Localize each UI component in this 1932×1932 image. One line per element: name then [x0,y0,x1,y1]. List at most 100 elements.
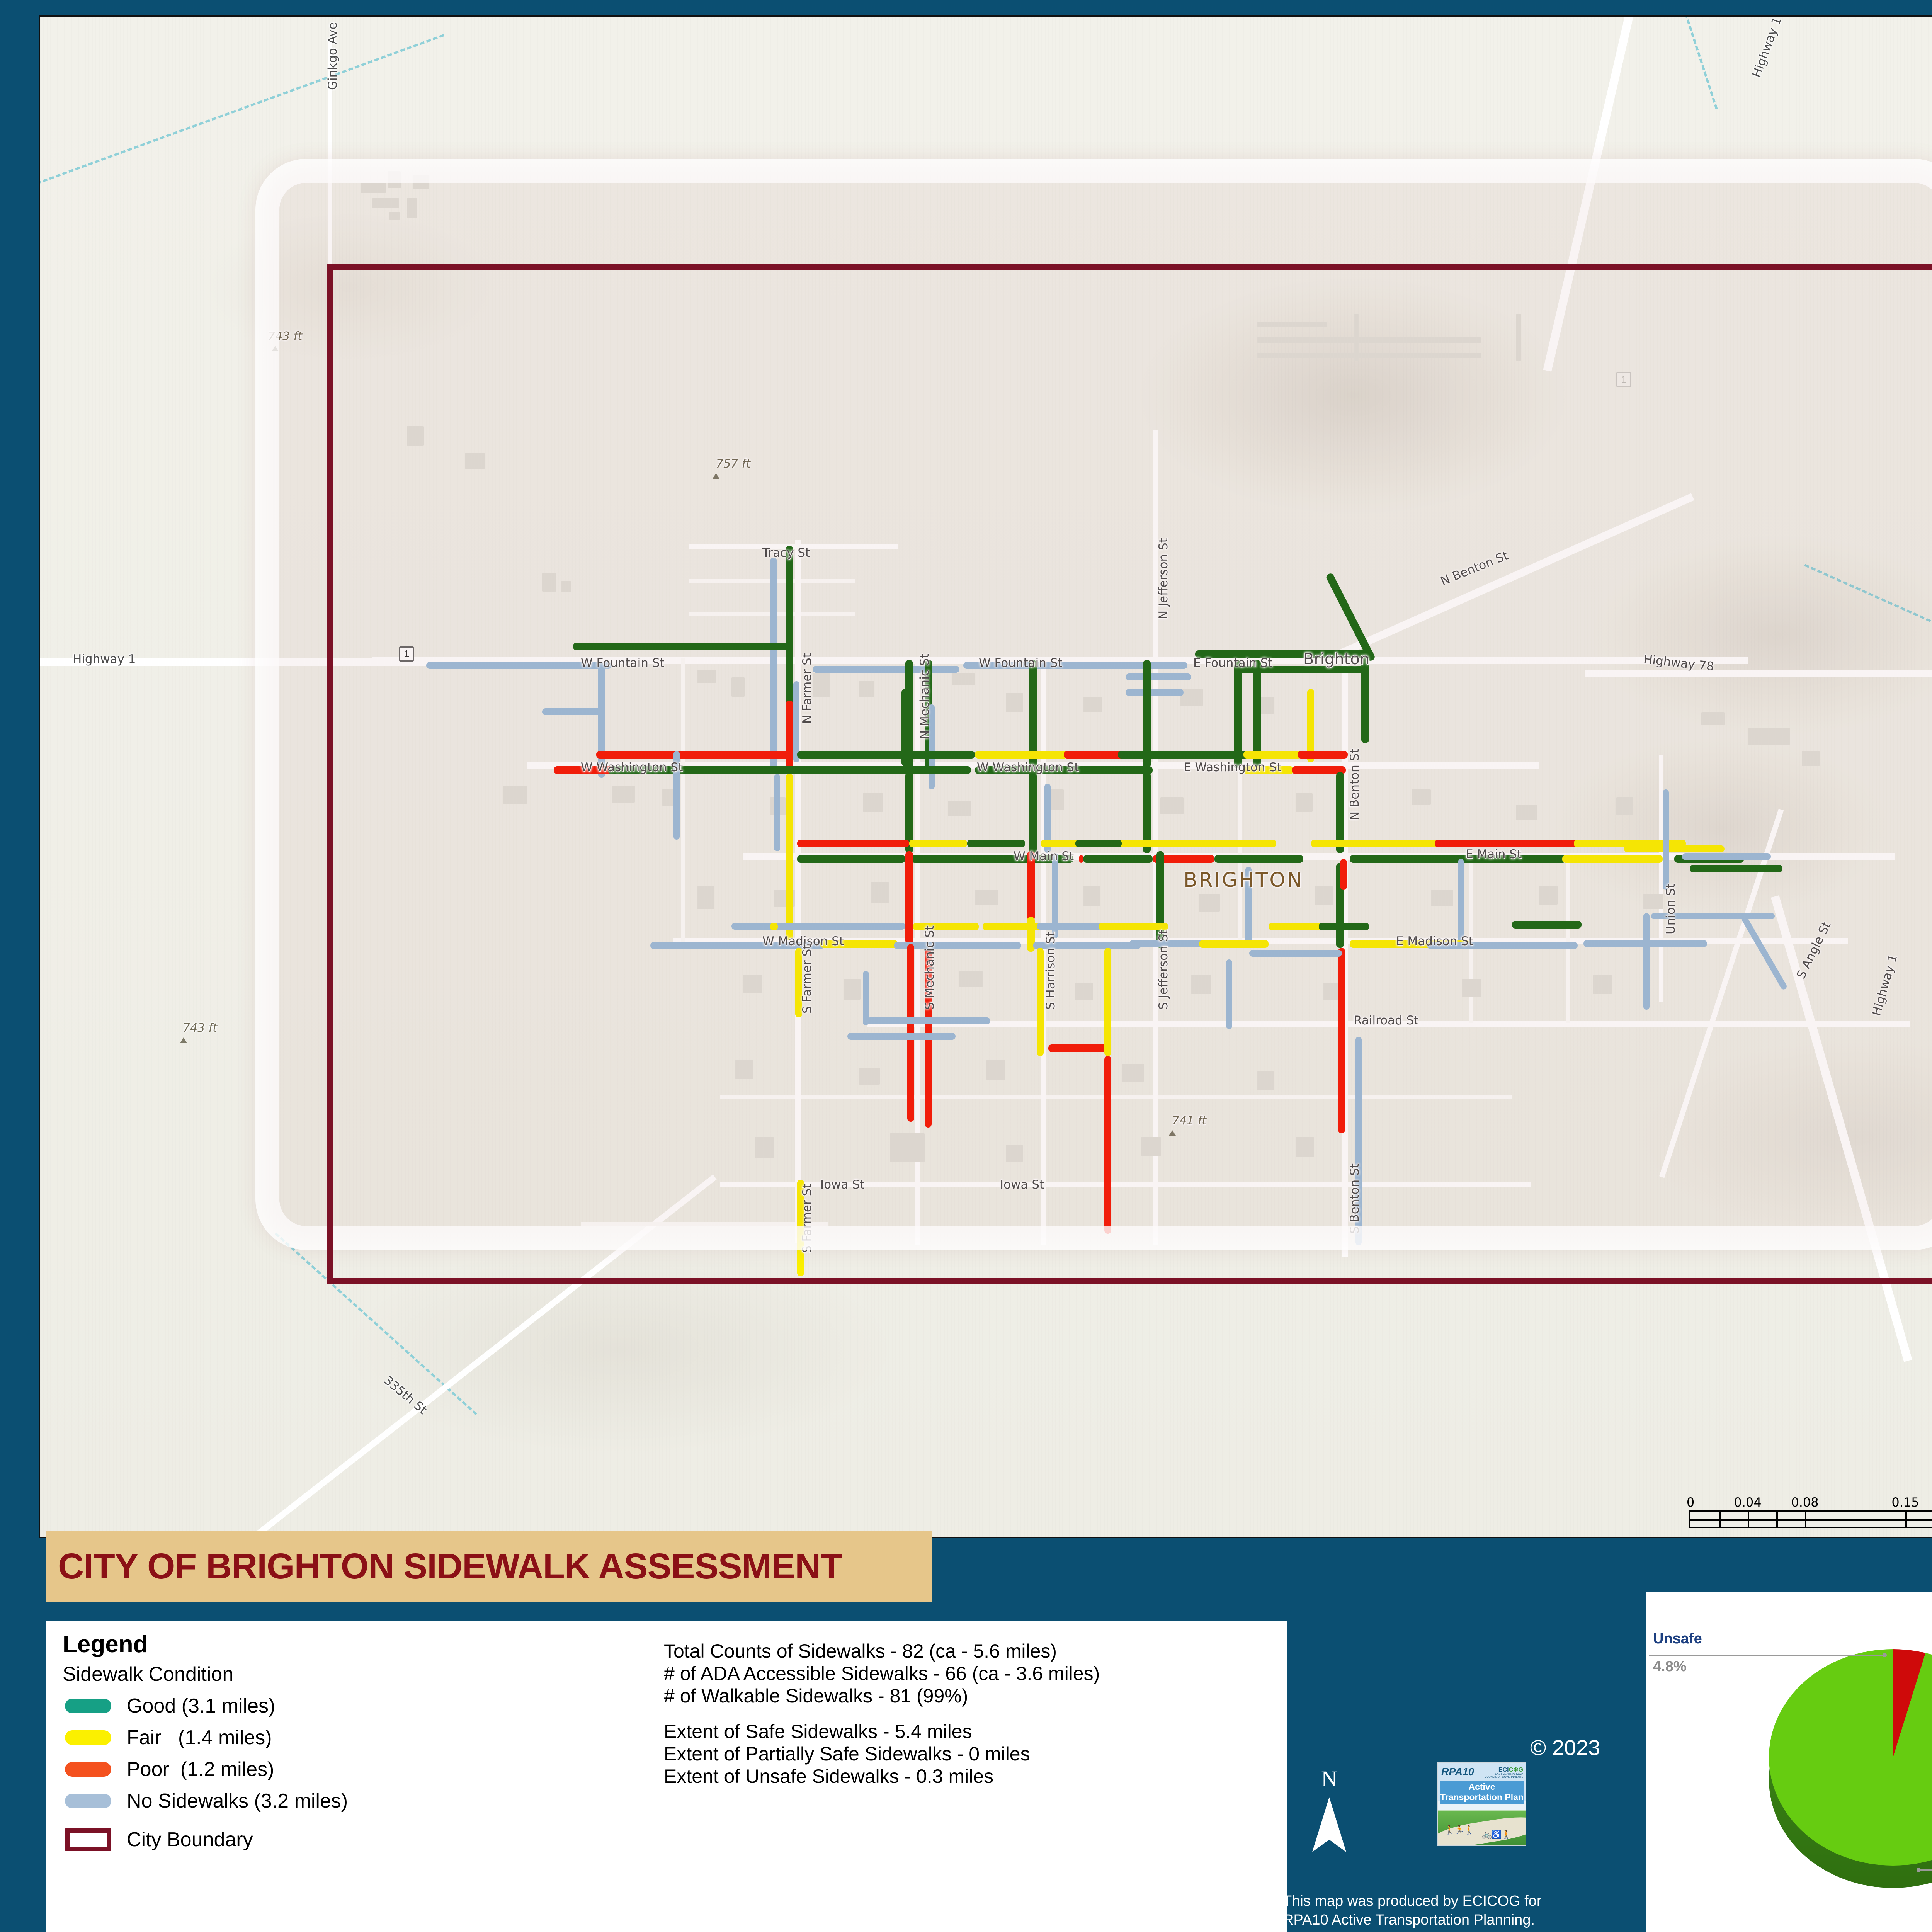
sidewalk-segment[interactable] [867,1017,990,1024]
sidewalk-segment[interactable] [1126,673,1191,680]
sidewalk-segment[interactable] [975,751,1068,759]
sidewalk-segment[interactable] [1512,921,1582,929]
sidewalk-segment[interactable] [795,948,802,1017]
map-canvas[interactable]: Ginkgo Ave Highway 1 Highway 1 Highway 1… [39,15,1932,1538]
sidewalk-segment[interactable] [1624,845,1725,852]
legend-item-good[interactable]: Good (3.1 miles) [63,1694,642,1718]
pie-chart[interactable] [1769,1649,1932,1900]
sidewalk-segment[interactable] [1052,853,1058,938]
sidewalk-segment[interactable] [1361,658,1369,743]
sidewalk-segment[interactable] [1143,772,1151,853]
street-label-e-fountain-st: E Fountain St [1193,656,1273,670]
sidewalk-segment[interactable] [1226,959,1232,1029]
sidewalk-segment[interactable] [1350,855,1566,863]
sidewalk-segment[interactable] [1427,942,1578,949]
sidewalk-segment[interactable] [573,643,789,650]
sidewalk-segment[interactable] [909,840,967,847]
sidewalk-segment[interactable] [894,942,1021,949]
sidewalk-segment[interactable] [673,751,680,840]
sidewalk-segment[interactable] [1234,660,1242,768]
sidewalk-segment[interactable] [820,940,898,948]
sidewalk-segment[interactable] [1269,923,1330,930]
sidewalk-segment[interactable] [797,840,909,847]
sidewalk-segment[interactable] [1143,660,1151,768]
sidewalk-segment[interactable] [1307,689,1314,762]
sidewalk-segment[interactable] [598,662,605,778]
sidewalk-segment[interactable] [983,923,1044,930]
sidewalk-segment[interactable] [786,774,793,855]
sidewalk-segment[interactable] [1195,650,1373,658]
sidewalk-segment[interactable] [1079,855,1083,863]
legend-item-city-boundary[interactable]: City Boundary [63,1828,642,1851]
sidewalk-segment[interactable] [1075,840,1122,847]
sidewalk-segment[interactable] [1338,948,1345,1133]
sidewalk-segment[interactable] [1292,766,1346,774]
sidewalk-segment[interactable] [1562,855,1663,863]
sidewalk-segment[interactable] [770,558,777,774]
sidewalk-segment[interactable] [1238,666,1369,673]
sidewalk-segment[interactable] [797,1180,804,1276]
sidewalk-segment[interactable] [913,923,979,930]
sidewalk-segment[interactable] [596,751,789,759]
sidewalk-segment[interactable] [786,619,793,685]
sidewalk-segment[interactable] [426,662,612,669]
sidewalk-segment[interactable] [901,689,909,766]
sidewalk-segment[interactable] [1029,772,1037,853]
sidewalk-segment[interactable] [813,666,959,673]
sidewalk-segment[interactable] [963,662,1187,669]
sidewalk-segment[interactable] [1037,948,1044,1056]
sidewalk-segment[interactable] [1199,940,1269,948]
sidewalk-segment[interactable] [1245,867,1252,944]
sidewalk-segment[interactable] [1690,865,1782,872]
sidewalk-segment[interactable] [542,708,604,715]
sidewalk-segment[interactable] [608,766,971,774]
sidewalk-segment[interactable] [1048,1044,1110,1052]
sidewalk-segment[interactable] [1355,1037,1362,1245]
legend-item-fair[interactable]: Fair (1.4 miles) [63,1726,642,1749]
sidewalk-segment[interactable] [1643,913,1650,1010]
sidewalk-segment[interactable] [770,923,778,930]
sidewalk-segment[interactable] [1336,772,1344,853]
sidewalk-segment[interactable] [1145,840,1276,847]
sidewalk-segment[interactable] [1214,855,1303,863]
sidewalk-segment[interactable] [1663,789,1669,890]
sidewalk-segment[interactable] [1682,853,1771,860]
sidewalk-segment[interactable] [863,971,869,1025]
sidewalk-segment[interactable] [1298,751,1348,759]
sidewalk-segment[interactable] [905,851,913,944]
sidewalk-segment[interactable] [1249,950,1342,957]
sidewalk-segment[interactable] [967,840,1025,847]
sidewalk-segment[interactable] [1037,923,1102,930]
legend-item-poor[interactable]: Poor (1.2 miles) [63,1758,642,1781]
sidewalk-segment[interactable] [1253,660,1261,768]
sidewalk-segment[interactable] [797,751,975,759]
sidewalk-segment[interactable] [793,681,799,762]
sidewalk-segment[interactable] [1243,766,1294,774]
sidewalk-segment[interactable] [1126,689,1184,696]
sidewalk-segment[interactable] [975,766,1153,774]
sidewalk-segment[interactable] [1029,660,1037,768]
sidewalk-segment[interactable] [1033,942,1141,949]
legend-item-no-sidewalks[interactable]: No Sidewalks (3.2 miles) [63,1789,642,1813]
street-label-railroad-st: Railroad St [1354,1014,1419,1027]
sidewalk-segment[interactable] [1027,851,1035,921]
sidewalk-segment[interactable] [650,942,824,949]
sidewalk-segment[interactable] [1153,855,1214,863]
sidewalk-segment[interactable] [1243,751,1301,759]
sidewalk-segment[interactable] [797,855,905,863]
sidewalk-segment[interactable] [1104,948,1111,1056]
street-label-e-madison-st: E Madison St [1396,934,1473,948]
sidewalk-segment[interactable] [1458,859,1464,944]
sidewalk-segment[interactable] [1044,784,1051,853]
sidewalk-segment[interactable] [1340,859,1347,890]
sidewalk-segment[interactable] [1118,751,1249,759]
attribution-line-1: This map was produced by ECICOG for [1283,1893,1542,1909]
sidewalk-segment[interactable] [1435,840,1578,847]
sidewalk-segment[interactable] [774,774,780,851]
sidewalk-segment[interactable] [905,772,913,853]
sidewalk-segment[interactable] [847,1033,956,1040]
sidewalk-segment[interactable] [1099,923,1168,930]
sidewalk-segment[interactable] [1319,923,1369,930]
sidewalk-segment[interactable] [1083,855,1153,863]
sidewalk-segment[interactable] [1104,1056,1111,1234]
